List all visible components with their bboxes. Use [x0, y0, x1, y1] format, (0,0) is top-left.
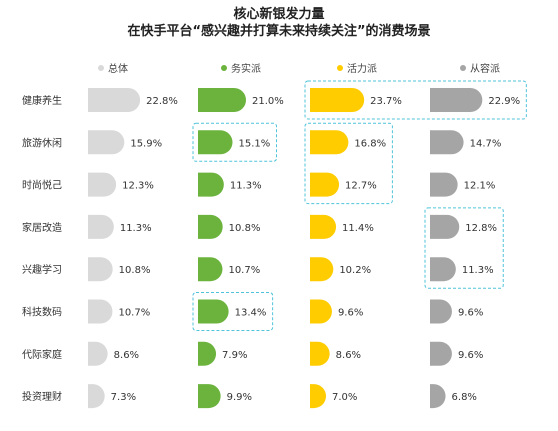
category-label: 健康养生	[22, 94, 62, 107]
bar	[310, 214, 337, 239]
bar	[198, 130, 233, 155]
data-label: 16.8%	[354, 138, 386, 149]
bar	[198, 341, 217, 366]
data-label: 10.8%	[119, 265, 151, 276]
data-label: 22.8%	[146, 96, 178, 107]
category-label: 科技数码	[22, 306, 62, 319]
bar	[198, 172, 224, 197]
bar	[430, 341, 452, 366]
bar	[430, 214, 460, 239]
bar	[88, 257, 113, 282]
category-label: 时尚悦己	[22, 179, 62, 192]
data-label: 9.6%	[338, 308, 363, 319]
data-label: 10.8%	[229, 223, 261, 234]
data-label: 11.3%	[120, 223, 152, 234]
legend-label: 总体	[108, 64, 128, 75]
data-label: 15.9%	[130, 138, 162, 149]
data-label: 11.4%	[342, 223, 374, 234]
category-label: 投资理财	[22, 390, 62, 403]
bar	[310, 130, 349, 155]
bar	[430, 130, 464, 155]
bar	[310, 384, 326, 409]
data-label: 14.7%	[470, 138, 502, 149]
chart-title: 核心新银发力量	[233, 7, 325, 22]
legend: 总体 务实派 活力派 从容派	[0, 60, 558, 75]
highlight-box	[304, 80, 527, 120]
bar	[88, 172, 117, 197]
bar	[88, 88, 141, 112]
data-label: 15.1%	[239, 138, 271, 149]
bar	[430, 172, 458, 197]
highlight-box	[192, 122, 278, 162]
data-label: 7.3%	[111, 392, 136, 403]
data-label: 12.8%	[465, 223, 497, 234]
bar	[430, 88, 483, 112]
data-label: 9.6%	[458, 308, 483, 319]
data-label: 22.9%	[488, 96, 520, 107]
bar	[310, 257, 334, 282]
legend-label: 活力派	[347, 64, 377, 75]
data-label: 12.7%	[345, 181, 377, 192]
bar	[310, 88, 365, 112]
bar	[198, 299, 229, 324]
bar	[430, 384, 446, 409]
data-label: 9.6%	[458, 350, 483, 361]
bar	[88, 214, 114, 239]
highlight-box	[192, 292, 274, 331]
bar	[88, 341, 108, 366]
bar	[310, 299, 332, 324]
data-label: 13.4%	[235, 308, 267, 319]
data-label: 10.7%	[228, 265, 260, 276]
category-label: 代际家庭	[22, 348, 62, 361]
legend-swatch	[337, 64, 343, 71]
highlight-box	[304, 122, 393, 205]
data-label: 21.0%	[252, 96, 284, 107]
bar	[198, 88, 246, 112]
legend-label: 从容派	[470, 64, 500, 75]
bar	[430, 299, 452, 324]
bar	[88, 130, 125, 155]
data-label: 12.1%	[464, 181, 496, 192]
bar	[310, 341, 330, 366]
data-label: 11.3%	[230, 181, 262, 192]
category-label: 旅游休闲	[22, 136, 62, 149]
data-label: 12.3%	[122, 181, 154, 192]
legend-label: 务实派	[231, 64, 261, 75]
chart-title-block: 核心新银发力量 在快手平台“感兴趣并打算未来持续关注”的消费场景	[0, 6, 558, 40]
bar	[88, 299, 113, 324]
legend-swatch	[221, 64, 227, 71]
chart-subtitle: 在快手平台“感兴趣并打算未来持续关注”的消费场景	[127, 24, 431, 39]
category-label: 家居改造	[22, 221, 62, 234]
bar	[198, 257, 223, 282]
bar	[88, 384, 105, 409]
bar	[198, 384, 221, 409]
legend-item: 从容派	[460, 60, 500, 75]
bar	[430, 257, 456, 282]
highlight-box	[424, 207, 504, 289]
data-label: 9.9%	[227, 392, 252, 403]
data-label: 6.8%	[452, 392, 477, 403]
data-label: 8.6%	[336, 350, 361, 361]
data-label: 10.2%	[339, 265, 371, 276]
data-label: 7.9%	[222, 350, 247, 361]
bar	[310, 172, 340, 197]
legend-item: 总体	[98, 60, 128, 75]
data-label: 7.0%	[332, 392, 357, 403]
data-label: 11.3%	[462, 265, 494, 276]
category-label: 兴趣学习	[22, 263, 62, 276]
legend-item: 务实派	[221, 60, 261, 75]
legend-item: 活力派	[337, 60, 377, 75]
bar	[198, 214, 223, 239]
legend-swatch	[460, 64, 466, 71]
data-label: 10.7%	[118, 308, 150, 319]
legend-swatch	[98, 64, 104, 71]
data-label: 8.6%	[114, 350, 139, 361]
data-label: 23.7%	[370, 96, 402, 107]
